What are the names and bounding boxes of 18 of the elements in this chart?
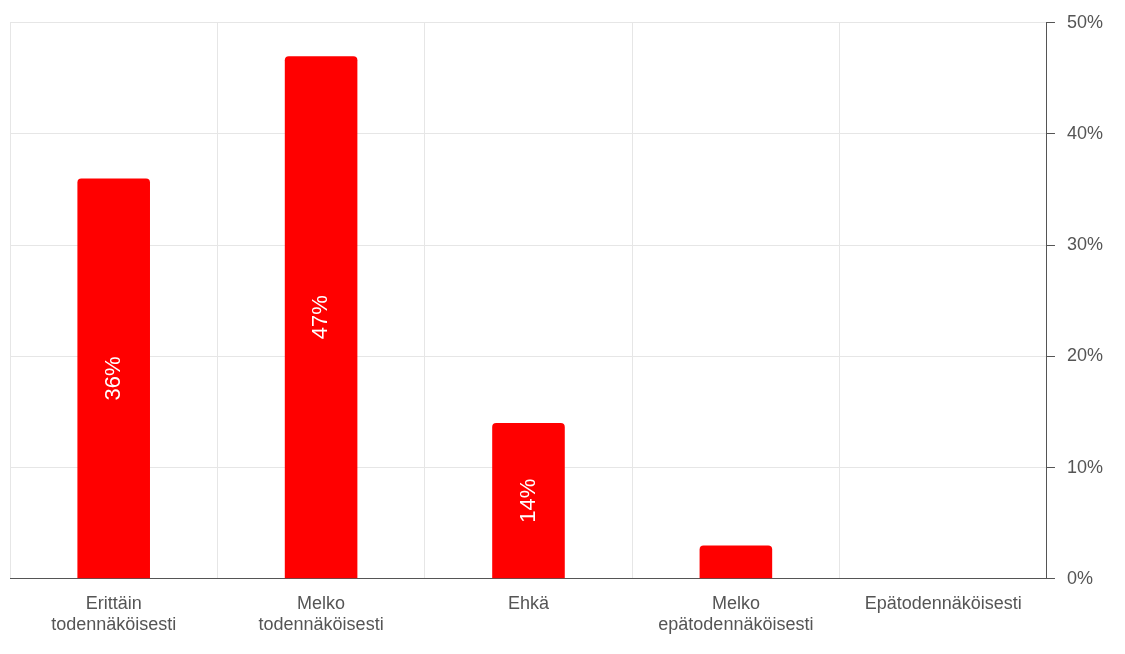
y-tick-label: 30%	[1066, 234, 1103, 255]
data-label: 14%	[514, 478, 540, 523]
x-tick-label: Melko epätodennäköisesti	[658, 592, 814, 635]
y-tick-label: 50%	[1066, 11, 1103, 32]
bar	[699, 545, 773, 579]
y-tick-label: 40%	[1066, 122, 1103, 143]
x-tick-label: Erittäin todennäköisesti	[51, 592, 177, 635]
y-tick-label: 10%	[1066, 456, 1103, 477]
y-tick-label: 20%	[1066, 345, 1103, 366]
x-tick-label: Melko todennäköisesti	[258, 592, 384, 635]
bar	[492, 423, 565, 579]
x-tick-label: Epätodennäköisesti	[864, 592, 1022, 613]
data-label: 47%	[307, 295, 333, 340]
bar	[284, 56, 358, 579]
y-tick-label: 0%	[1066, 567, 1093, 588]
bar	[77, 178, 150, 579]
data-label: 36%	[99, 356, 125, 401]
x-tick-label: Ehkä	[507, 592, 550, 613]
